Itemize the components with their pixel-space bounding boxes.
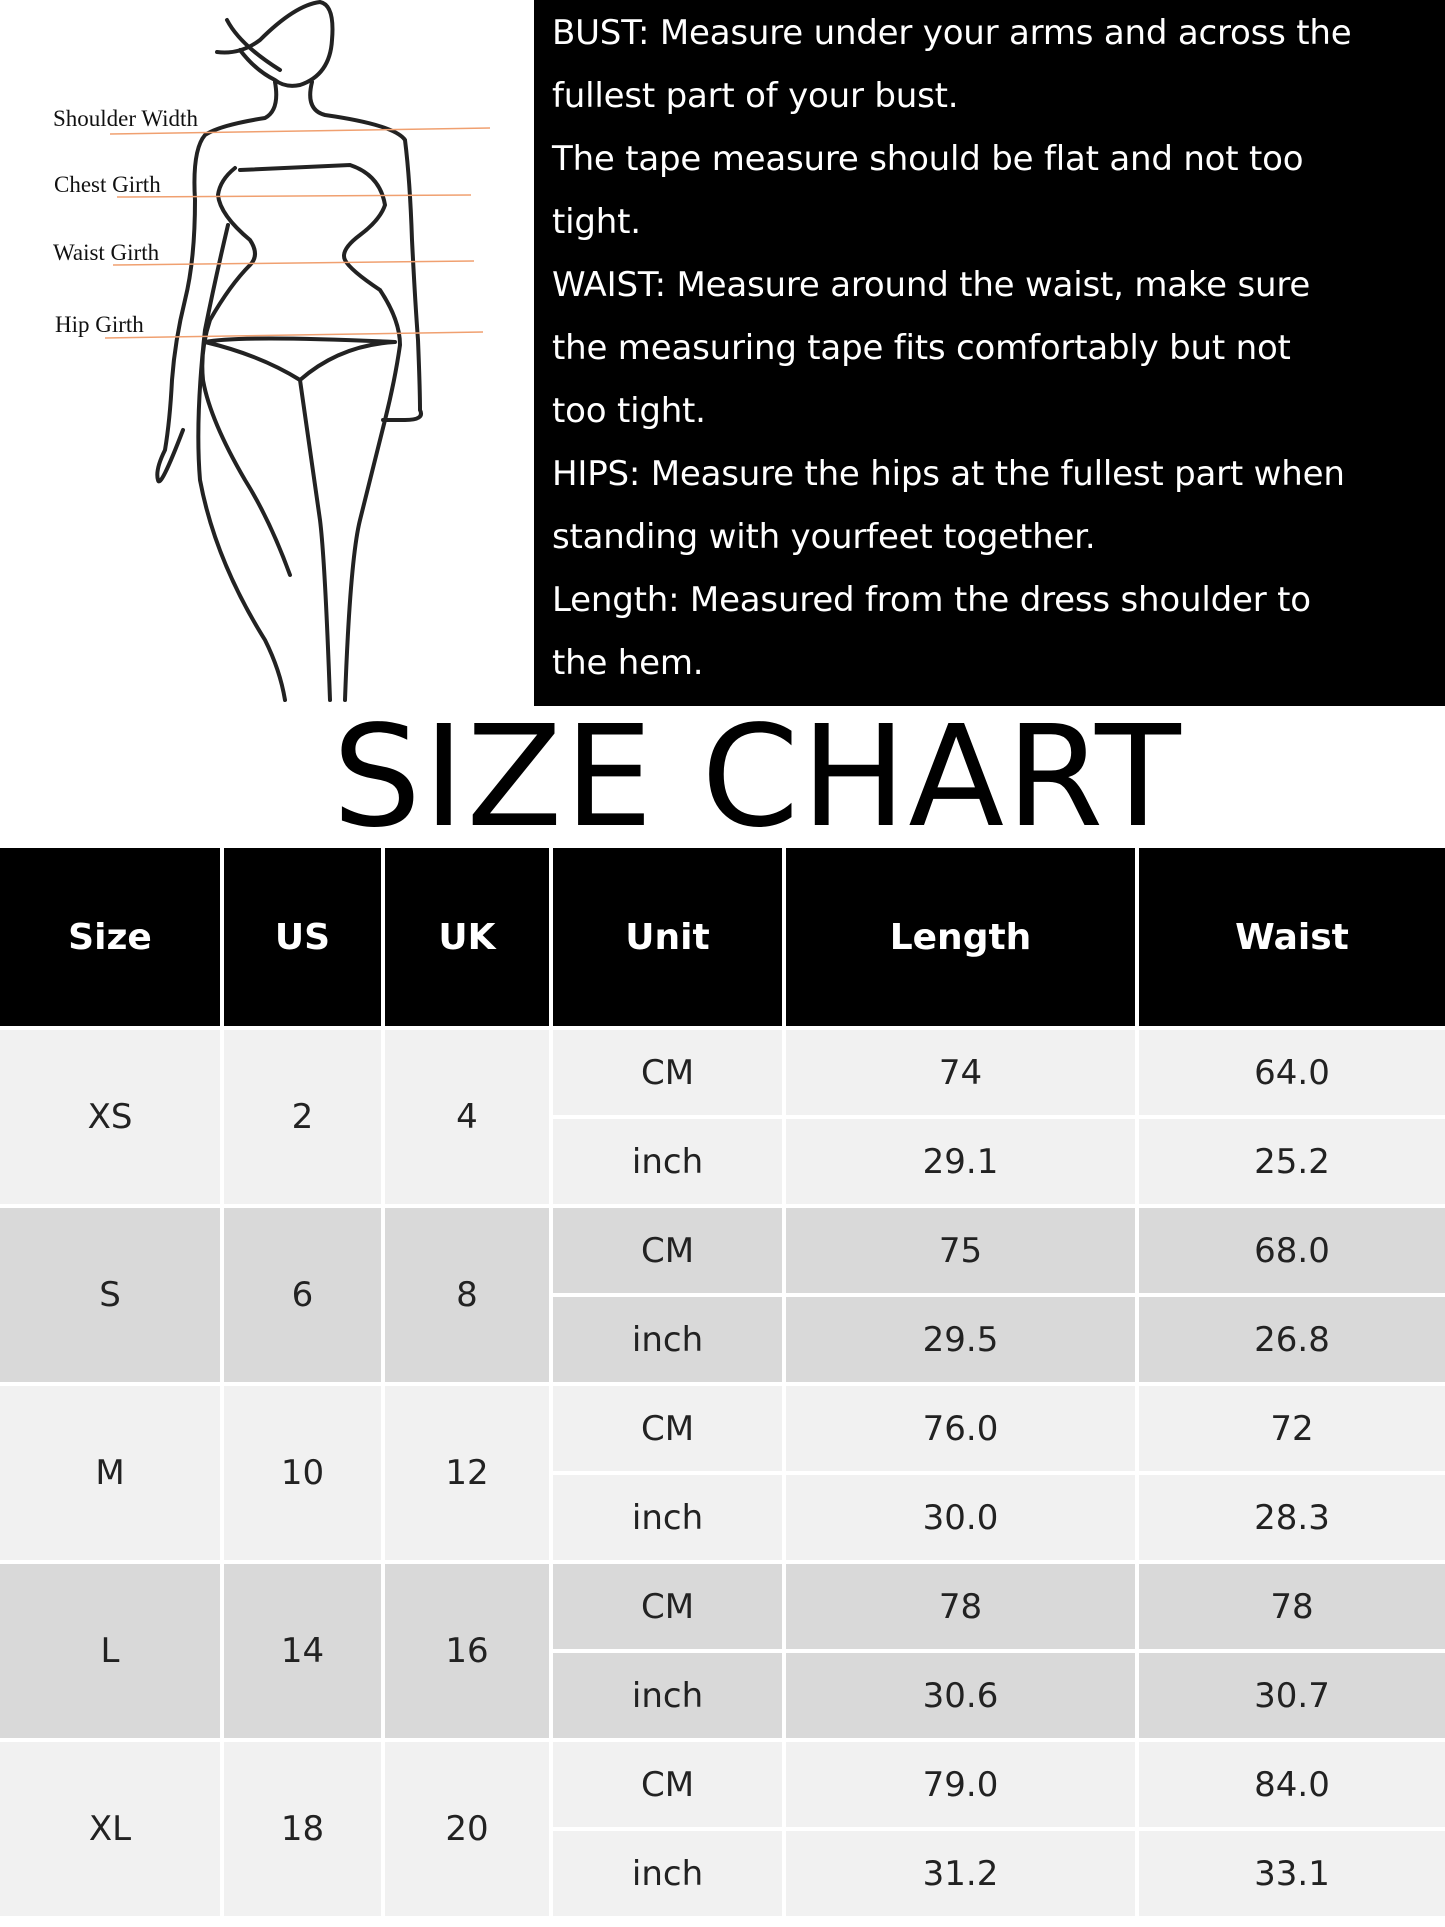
uk-cell: 4 xyxy=(385,1030,553,1204)
note-line: tight. xyxy=(552,202,641,242)
size-table: Size US UK Unit Length Waist XS 2 4 CM 74 64.… xyxy=(0,848,1445,1916)
cm-subrow: CM 74 64.0 xyxy=(553,1030,1445,1115)
length-cell: 30.6 xyxy=(786,1653,1139,1738)
header-unit: Unit xyxy=(553,848,786,1026)
note-line: standing with yourfeet together. xyxy=(552,517,1096,557)
waist-cell: 64.0 xyxy=(1139,1030,1445,1115)
table-row: XS 2 4 CM 74 64.0 inch 29.1 25.2 xyxy=(0,1026,1445,1204)
waist-cell: 33.1 xyxy=(1139,1831,1445,1916)
waist-cell: 25.2 xyxy=(1139,1119,1445,1204)
table-header: Size US UK Unit Length Waist xyxy=(0,848,1445,1026)
unit-rows: CM 76.0 72 inch 30.0 28.3 xyxy=(553,1386,1445,1560)
header-uk: UK xyxy=(385,848,553,1026)
note-line: The tape measure should be flat and not … xyxy=(552,139,1304,179)
table-row: XL 18 20 CM 79.0 84.0 inch 31.2 33.1 xyxy=(0,1738,1445,1916)
inch-subrow: inch 30.0 28.3 xyxy=(553,1471,1445,1560)
unit-cell: inch xyxy=(553,1653,786,1738)
us-cell: 2 xyxy=(224,1030,385,1204)
unit-rows: CM 75 68.0 inch 29.5 26.8 xyxy=(553,1208,1445,1382)
us-cell: 10 xyxy=(224,1386,385,1560)
header-waist: Waist xyxy=(1139,848,1445,1026)
label-shoulder-width: Shoulder Width xyxy=(53,106,198,131)
measurement-lines xyxy=(104,127,491,339)
note-line: BUST: Measure under your arms and across… xyxy=(552,13,1352,53)
waist-cell: 30.7 xyxy=(1139,1653,1445,1738)
body-measurement-figure: Shoulder Width Chest Girth Waist Girth H… xyxy=(0,0,534,720)
us-cell: 6 xyxy=(224,1208,385,1382)
waist-cell: 84.0 xyxy=(1139,1742,1445,1827)
table-row: M 10 12 CM 76.0 72 inch 30.0 28.3 xyxy=(0,1382,1445,1560)
cm-subrow: CM 76.0 72 xyxy=(553,1386,1445,1471)
note-line: HIPS: Measure the hips at the fullest pa… xyxy=(552,454,1345,494)
us-cell: 14 xyxy=(224,1564,385,1738)
unit-cell: CM xyxy=(553,1564,786,1649)
uk-cell: 8 xyxy=(385,1208,553,1382)
table-row: L 14 16 CM 78 78 inch 30.6 30.7 xyxy=(0,1560,1445,1738)
unit-rows: CM 78 78 inch 30.6 30.7 xyxy=(553,1564,1445,1738)
inch-subrow: inch 29.5 26.8 xyxy=(553,1293,1445,1382)
header-us: US xyxy=(224,848,385,1026)
unit-cell: CM xyxy=(553,1742,786,1827)
header-size: Size xyxy=(0,848,224,1026)
note-line: WAIST: Measure around the waist, make su… xyxy=(552,265,1311,305)
table-row: S 6 8 CM 75 68.0 inch 29.5 26.8 xyxy=(0,1204,1445,1382)
cm-subrow: CM 75 68.0 xyxy=(553,1208,1445,1293)
note-line: Length: Measured from the dress shoulder… xyxy=(552,580,1311,620)
unit-cell: inch xyxy=(553,1297,786,1382)
unit-cell: inch xyxy=(553,1831,786,1916)
inch-subrow: inch 30.6 30.7 xyxy=(553,1649,1445,1738)
label-waist-girth: Waist Girth xyxy=(53,240,160,265)
waist-cell: 72 xyxy=(1139,1386,1445,1471)
unit-cell: inch xyxy=(553,1475,786,1560)
length-cell: 79.0 xyxy=(786,1742,1139,1827)
waist-cell: 26.8 xyxy=(1139,1297,1445,1382)
uk-cell: 16 xyxy=(385,1564,553,1738)
uk-cell: 20 xyxy=(385,1742,553,1916)
cm-subrow: CM 79.0 84.0 xyxy=(553,1742,1445,1827)
us-cell: 18 xyxy=(224,1742,385,1916)
uk-cell: 12 xyxy=(385,1386,553,1560)
body-outline-icon xyxy=(155,0,423,702)
unit-cell: CM xyxy=(553,1030,786,1115)
cm-subrow: CM 78 78 xyxy=(553,1564,1445,1649)
waist-cell: 68.0 xyxy=(1139,1208,1445,1293)
unit-cell: inch xyxy=(553,1119,786,1204)
length-cell: 31.2 xyxy=(786,1831,1139,1916)
size-cell: XL xyxy=(0,1742,224,1916)
length-cell: 75 xyxy=(786,1208,1139,1293)
length-cell: 76.0 xyxy=(786,1386,1139,1471)
length-cell: 29.1 xyxy=(786,1119,1139,1204)
size-cell: M xyxy=(0,1386,224,1560)
size-cell: S xyxy=(0,1208,224,1382)
note-line: the hem. xyxy=(552,643,704,683)
length-cell: 78 xyxy=(786,1564,1139,1649)
note-line: too tight. xyxy=(552,391,706,431)
waist-cell: 28.3 xyxy=(1139,1475,1445,1560)
note-line: fullest part of your bust. xyxy=(552,76,959,116)
length-cell: 29.5 xyxy=(786,1297,1139,1382)
unit-rows: CM 74 64.0 inch 29.1 25.2 xyxy=(553,1030,1445,1204)
measuring-instructions: BUST: Measure under your arms and across… xyxy=(534,0,1445,706)
table-body: XS 2 4 CM 74 64.0 inch 29.1 25.2 S 6 8 CM 75 68.0 inch 2… xyxy=(0,1026,1445,1916)
size-cell: L xyxy=(0,1564,224,1738)
size-cell: XS xyxy=(0,1030,224,1204)
label-chest-girth: Chest Girth xyxy=(54,172,161,197)
waist-cell: 78 xyxy=(1139,1564,1445,1649)
unit-cell: CM xyxy=(553,1208,786,1293)
note-line: the measuring tape fits comfortably but … xyxy=(552,328,1291,368)
unit-cell: CM xyxy=(553,1386,786,1471)
header-length: Length xyxy=(786,848,1139,1026)
length-cell: 74 xyxy=(786,1030,1139,1115)
inch-subrow: inch 31.2 33.1 xyxy=(553,1827,1445,1916)
page-title: SIZE CHART xyxy=(332,696,1183,859)
length-cell: 30.0 xyxy=(786,1475,1139,1560)
inch-subrow: inch 29.1 25.2 xyxy=(553,1115,1445,1204)
label-hip-girth: Hip Girth xyxy=(55,312,144,337)
unit-rows: CM 79.0 84.0 inch 31.2 33.1 xyxy=(553,1742,1445,1916)
